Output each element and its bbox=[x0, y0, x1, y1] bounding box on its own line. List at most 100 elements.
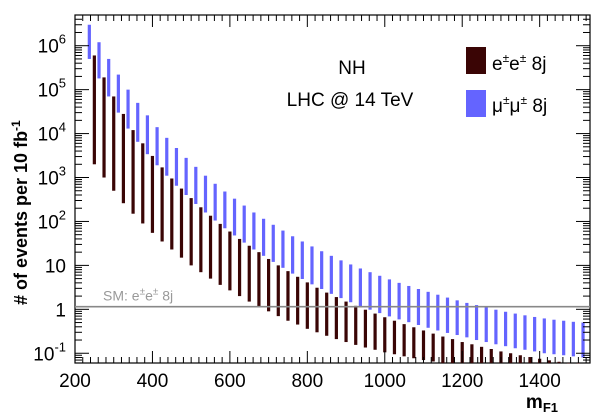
y-tick-label: 102 bbox=[38, 207, 66, 233]
ee-bar bbox=[315, 287, 319, 333]
ee-bar bbox=[208, 215, 213, 279]
mumu-bar bbox=[194, 166, 198, 204]
mumu-bar bbox=[523, 315, 527, 350]
ee-bar bbox=[150, 155, 155, 233]
ee-bar bbox=[344, 301, 348, 343]
mumu-bar bbox=[223, 191, 227, 229]
mumu-bar bbox=[291, 236, 295, 274]
mumu-bar bbox=[184, 157, 188, 195]
ee-bar bbox=[479, 346, 484, 363]
y-tick-label: 103 bbox=[38, 164, 66, 190]
ee-bar bbox=[392, 320, 397, 355]
mumu-bar bbox=[474, 305, 479, 341]
mumu-bar bbox=[387, 279, 392, 317]
ee-bar bbox=[189, 198, 193, 266]
ee-bar bbox=[354, 305, 358, 345]
mumu-bar bbox=[552, 319, 556, 355]
mumu-bar bbox=[97, 42, 101, 79]
mumu-bar bbox=[145, 115, 150, 155]
mumu-bar bbox=[455, 300, 459, 336]
ee-bar bbox=[528, 357, 532, 363]
ee-bar bbox=[179, 188, 184, 258]
collider-label: LHC @ 14 TeV bbox=[287, 90, 414, 111]
mumu-bar bbox=[261, 218, 266, 256]
mumu-bar bbox=[349, 264, 353, 303]
x-tick-label: 800 bbox=[291, 371, 323, 392]
y-tick-label: 10 bbox=[45, 256, 66, 277]
ee-bar bbox=[402, 324, 406, 357]
mumu-bar bbox=[116, 74, 120, 113]
ee-bar bbox=[141, 143, 145, 224]
mumu-bar bbox=[213, 183, 217, 221]
y-tick-label: 104 bbox=[38, 120, 66, 146]
mumu-bar bbox=[378, 275, 382, 314]
ee-bar bbox=[363, 309, 368, 348]
mumu-bar bbox=[107, 58, 111, 97]
sm-reference-layer: SM: e±e± 8j bbox=[75, 287, 590, 308]
x-tick-label: 600 bbox=[214, 371, 246, 392]
legend-swatch-mumu bbox=[466, 90, 486, 117]
ee-bar bbox=[247, 245, 251, 302]
mumu-bar bbox=[533, 316, 537, 352]
mumu-bar bbox=[562, 320, 566, 356]
ee-bar bbox=[102, 77, 106, 178]
mumu-bar bbox=[503, 311, 508, 347]
mumu-bar bbox=[310, 246, 314, 285]
ee-bar bbox=[199, 207, 203, 273]
ee-bar bbox=[334, 297, 338, 340]
ee-bar bbox=[547, 360, 551, 363]
ee-bar bbox=[267, 258, 271, 312]
mumu-bar bbox=[320, 251, 324, 290]
mumu-bar bbox=[358, 268, 362, 307]
mumu-bar bbox=[445, 297, 450, 333]
ee-bar bbox=[305, 282, 309, 329]
ee-bar bbox=[112, 96, 116, 191]
mumu-bar bbox=[339, 260, 343, 299]
mumu-bar bbox=[407, 285, 411, 323]
mumu-bar bbox=[436, 294, 440, 331]
y-tick-label: 106 bbox=[38, 32, 66, 58]
ee-bar bbox=[431, 333, 435, 362]
mumu-bar bbox=[165, 137, 169, 176]
ee-bar bbox=[296, 276, 300, 325]
mumu-bar bbox=[465, 302, 469, 338]
y-axis-title: # of events per 10 fb-1 bbox=[9, 120, 31, 305]
ee-bar bbox=[257, 252, 261, 307]
scenario-label: NH bbox=[338, 58, 365, 79]
mumu-bar bbox=[232, 198, 237, 236]
x-axis-title: mF1 bbox=[526, 392, 558, 414]
legend-label-ee: e±e± 8j bbox=[492, 51, 546, 75]
ee-bar bbox=[383, 317, 387, 353]
mumu-bar bbox=[542, 318, 546, 354]
sm-reference-label: SM: e±e± 8j bbox=[103, 287, 173, 304]
ee-bar bbox=[237, 238, 242, 297]
ee-bar bbox=[218, 223, 222, 285]
ee-bar bbox=[412, 327, 416, 359]
mumu-bar bbox=[281, 230, 285, 268]
mumu-bar bbox=[329, 255, 333, 294]
ee-bar bbox=[121, 113, 125, 204]
mumu-bar bbox=[426, 291, 430, 328]
ee-bar bbox=[450, 339, 455, 363]
y-tick-label: 105 bbox=[38, 76, 66, 102]
ee-bar bbox=[489, 349, 493, 363]
ee-bar bbox=[557, 361, 561, 363]
ee-bar bbox=[509, 353, 513, 363]
mumu-bar bbox=[136, 102, 140, 142]
mumu-bar bbox=[252, 212, 256, 250]
mumu-bar bbox=[155, 127, 159, 166]
y-tick-label: 1 bbox=[55, 300, 66, 321]
mumu-bar bbox=[513, 313, 517, 349]
axis-ticks bbox=[74, 14, 590, 364]
x-tick-label: 1400 bbox=[519, 371, 561, 392]
mumu-bar bbox=[271, 224, 275, 262]
y-tick-label: 10-1 bbox=[33, 339, 66, 365]
mumu-bar bbox=[571, 321, 575, 357]
ee-bar bbox=[518, 355, 522, 363]
x-tick-labels: 200 400 600 800 1000 1200 1400 bbox=[59, 371, 561, 392]
legend-label-mumu: μ±μ± 8j bbox=[492, 93, 547, 117]
x-tick-label: 1200 bbox=[441, 371, 483, 392]
ee-bar bbox=[325, 292, 329, 336]
ee-bar bbox=[131, 130, 135, 214]
